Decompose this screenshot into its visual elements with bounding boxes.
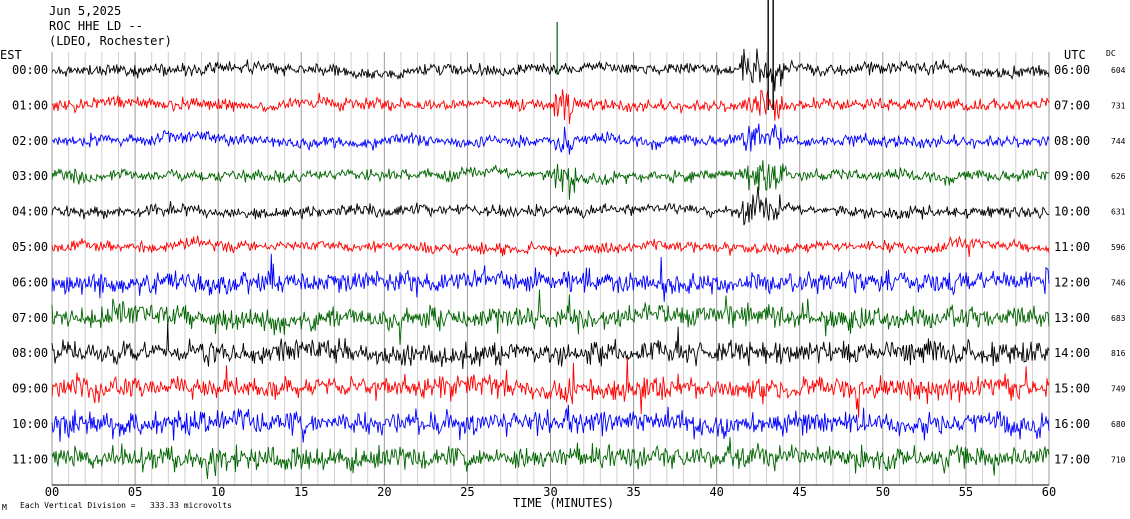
utc-tick-label: 11:00 <box>1054 240 1090 254</box>
dc-value-label: 710 <box>1111 455 1126 464</box>
est-tick-label: 10:00 <box>12 417 48 431</box>
axis-label-group: 00:00 06:00 604 01:00 07:00 731 02:00 08:00 744 0… <box>12 63 1126 499</box>
footer-mark: M <box>2 503 7 512</box>
est-tick-label: 08:00 <box>12 346 48 360</box>
est-tick-label: 06:00 <box>12 275 48 289</box>
utc-tick-label: 14:00 <box>1054 346 1090 360</box>
utc-tick-label: 10:00 <box>1054 205 1090 219</box>
dc-value-label: 683 <box>1111 314 1126 323</box>
dc-value-label: 731 <box>1111 101 1126 110</box>
station-label: ROC HHE LD -- <box>49 19 143 33</box>
est-tick-label: 03:00 <box>12 169 48 183</box>
x-tick-label: 10 <box>211 485 225 499</box>
plot-grid <box>51 52 1050 486</box>
x-tick-label: 55 <box>959 485 973 499</box>
dc-value-label: 746 <box>1111 278 1126 287</box>
dc-value-label: 680 <box>1111 420 1126 429</box>
x-tick-label: 35 <box>626 485 640 499</box>
utc-tick-label: 13:00 <box>1054 311 1090 325</box>
trace-row-0100 <box>51 89 1050 124</box>
x-axis-title: TIME (MINUTES) <box>513 496 615 510</box>
dc-value-label: 816 <box>1111 349 1126 358</box>
footer-scale-text: Each Vertical Division = <box>20 501 141 510</box>
dc-value-label: 626 <box>1111 172 1126 181</box>
est-axis-title: EST <box>0 48 22 62</box>
x-tick-label: 20 <box>377 485 391 499</box>
dc-value-label: 744 <box>1111 137 1126 146</box>
trace-row-0400 <box>51 186 1050 226</box>
x-tick-label: 15 <box>294 485 308 499</box>
utc-tick-label: 08:00 <box>1054 134 1090 148</box>
trace-row-0600 <box>51 253 1050 302</box>
x-tick-label: 40 <box>709 485 723 499</box>
trace-group <box>51 0 1050 479</box>
x-tick-label: 45 <box>793 485 807 499</box>
utc-tick-label: 12:00 <box>1054 275 1090 289</box>
trace-row-0800 <box>51 324 1050 370</box>
trace-row-0000 <box>51 48 1050 92</box>
x-tick-label: 50 <box>876 485 890 499</box>
trace-row-0300 <box>51 160 1050 200</box>
utc-axis-title: UTC <box>1064 48 1086 62</box>
est-tick-label: 05:00 <box>12 240 48 254</box>
x-tick-label: 25 <box>460 485 474 499</box>
network-label: (LDEO, Rochester) <box>49 34 172 48</box>
est-tick-label: 09:00 <box>12 382 48 396</box>
date-label: Jun 5,2025 <box>49 4 122 18</box>
footer-scale-value: 333.33 microvolts <box>150 501 232 510</box>
utc-tick-label: 17:00 <box>1054 452 1090 466</box>
trace-row-0700 <box>51 289 1050 345</box>
utc-tick-label: 09:00 <box>1054 169 1090 183</box>
dc-value-label: 604 <box>1111 66 1126 75</box>
utc-tick-label: 16:00 <box>1054 417 1090 431</box>
est-tick-label: 04:00 <box>12 205 48 219</box>
est-tick-label: 11:00 <box>12 452 48 466</box>
dc-value-label: 749 <box>1111 385 1126 394</box>
utc-tick-label: 06:00 <box>1054 63 1090 77</box>
dc-value-label: 596 <box>1111 243 1126 252</box>
x-tick-label: 05 <box>128 485 142 499</box>
utc-tick-label: 15:00 <box>1054 382 1090 396</box>
utc-tick-label: 07:00 <box>1054 98 1090 112</box>
trace-row-0500 <box>51 235 1050 258</box>
trace-row-1000 <box>51 404 1050 443</box>
x-tick-label: 60 <box>1042 485 1056 499</box>
x-tick-label: 30 <box>543 485 557 499</box>
est-tick-label: 00:00 <box>12 63 48 77</box>
trace-row-0900 <box>51 356 1050 418</box>
est-tick-label: 01:00 <box>12 98 48 112</box>
trace-row-0200 <box>51 123 1050 155</box>
dc-value-label: 631 <box>1111 208 1126 217</box>
x-tick-label: 00 <box>45 485 59 499</box>
trace-row-1100 <box>51 437 1050 479</box>
est-tick-label: 02:00 <box>12 134 48 148</box>
dc-title: DC <box>1106 49 1116 58</box>
est-tick-label: 07:00 <box>12 311 48 325</box>
